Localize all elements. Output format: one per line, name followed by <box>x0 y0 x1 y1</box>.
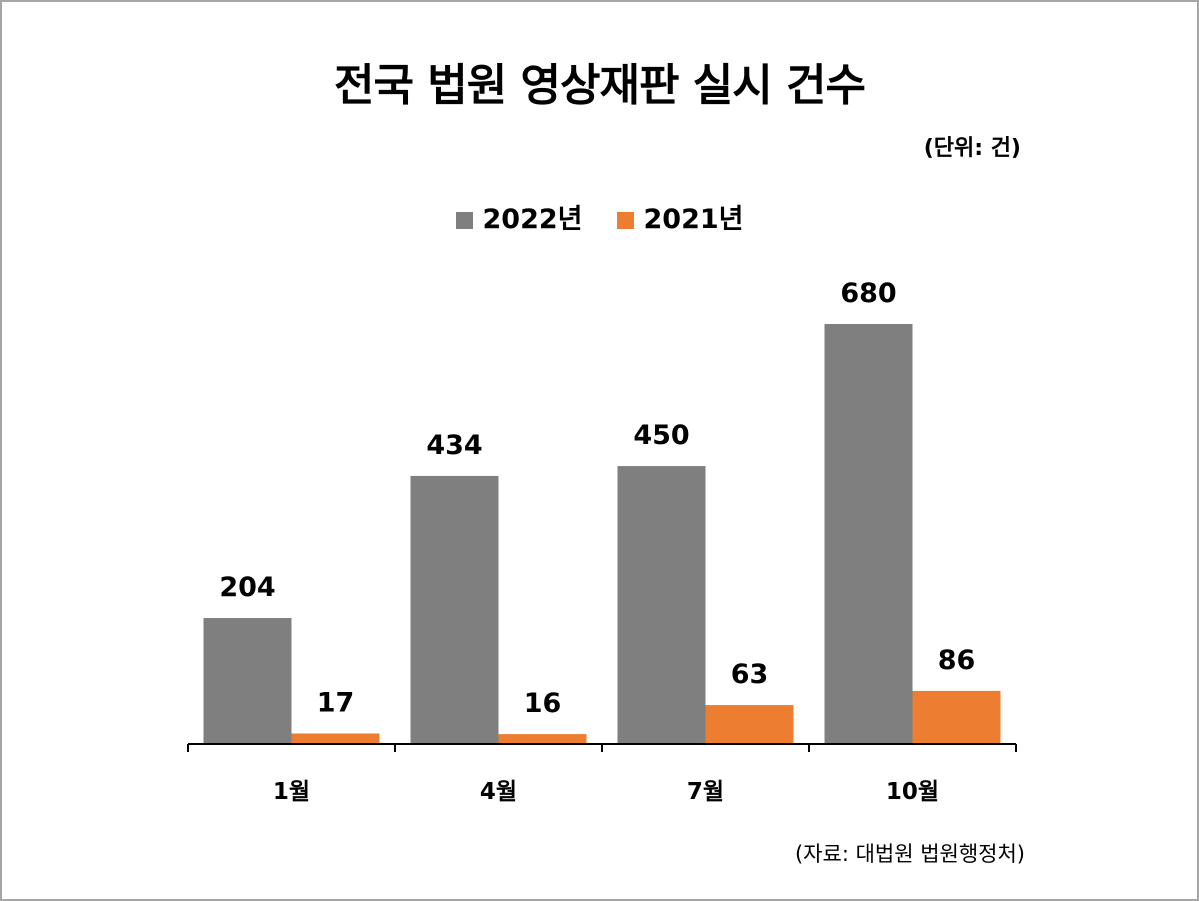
bar-2021-1 <box>291 733 380 744</box>
legend-item-2022: 2022년 <box>455 200 583 240</box>
legend: 2022년 2021년 <box>0 200 1199 240</box>
bar-2021-4 <box>912 690 1001 744</box>
bar-2021-3 <box>705 705 794 744</box>
data-label-2021-4: 86 <box>938 645 976 676</box>
legend-swatch-2021 <box>616 211 634 229</box>
data-label-2021-1: 17 <box>317 688 355 719</box>
bar-2022-3 <box>617 466 706 744</box>
data-label-2022-1: 204 <box>219 572 275 603</box>
category-label-3: 7월 <box>687 779 724 805</box>
unit-label: (단위: 건) <box>923 136 1021 161</box>
bar-2021-2 <box>498 734 587 744</box>
legend-label-2022: 2022년 <box>482 204 583 235</box>
legend-label-2021: 2021년 <box>643 204 744 235</box>
data-label-2022-3: 450 <box>633 420 689 451</box>
source-note: (자료: 대법원 법원행정처) <box>794 842 1025 866</box>
data-label-2021-3: 63 <box>731 659 769 690</box>
category-label-4: 10월 <box>886 779 939 805</box>
bar-2022-1 <box>203 618 292 744</box>
bar-2022-2 <box>410 475 499 744</box>
data-label-2021-2: 16 <box>524 688 562 719</box>
data-label-2022-4: 680 <box>840 278 896 309</box>
category-label-1: 1월 <box>273 779 310 805</box>
category-label-2: 4월 <box>480 779 517 805</box>
bar-2022-4 <box>824 324 913 744</box>
legend-item-2021: 2021년 <box>616 200 744 240</box>
chart-title: 전국 법원 영상재판 실시 건수 <box>333 60 866 111</box>
data-label-2022-2: 434 <box>426 430 482 461</box>
legend-swatch-2022 <box>455 211 473 229</box>
